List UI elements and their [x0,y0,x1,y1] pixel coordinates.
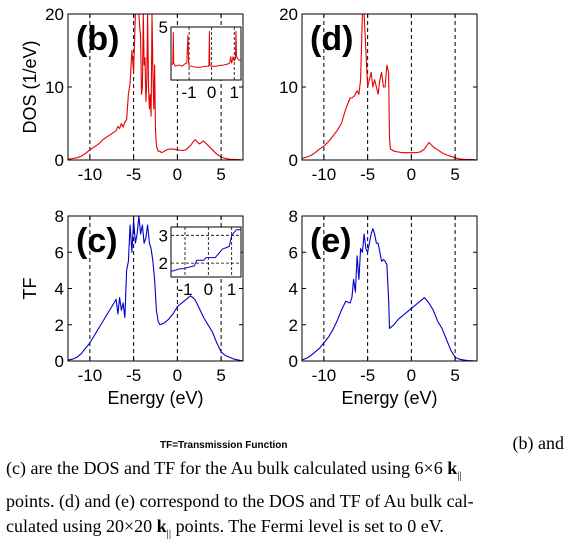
y-axis-label: DOS (1/eV) [20,40,40,133]
y-tick-label: 0 [55,151,64,170]
y-tick-label: 6 [55,243,64,262]
panel-label: (c) [76,222,118,260]
caption-line-4: culated using 20×20 k|| points. The Ferm… [6,514,564,546]
figure-caption: (b) and (c) are the DOS and TF for the A… [6,431,564,546]
caption-line-3: points. (d) and (e) correspond to the DO… [6,490,474,511]
y-tick-label: 4 [55,280,64,299]
caption-k-subscript: || [166,527,172,540]
x-tick-label: -5 [360,366,375,385]
panel-label: (b) [76,20,119,58]
series-line [68,216,243,361]
x-tick-label: -10 [78,366,103,385]
x-tick-label: -10 [312,366,337,385]
tf-note: TF=Transmission Function [160,440,288,451]
y-tick-label: 0 [289,352,298,371]
inset-x-tick-label: 0 [207,83,216,102]
y-tick-label: 0 [289,151,298,170]
series-line [68,14,243,160]
y-axis-label: TF [20,278,40,300]
inset-x-tick-label: 1 [229,83,238,102]
x-tick-label: -5 [126,366,141,385]
inset-y-tick-label: 3 [159,226,168,245]
caption-k-symbol: k [156,515,167,536]
y-tick-label: 2 [289,316,298,335]
inset-frame [170,226,242,278]
caption-line-4-tail: points. The Fermi level is set to 0 eV. [171,515,444,536]
caption-line-2: (c) are the DOS and TF for the Au bulk c… [6,456,564,489]
inset-x-tick-label: -1 [177,280,192,299]
x-tick-label: -5 [360,165,375,184]
x-tick-label: 5 [216,366,225,385]
inset-y-tick-label: 2 [159,254,168,273]
series-line [302,228,477,361]
caption-k-symbol: k [447,458,458,478]
y-tick-label: 20 [45,5,64,24]
series-line [302,14,477,160]
x-axis-label: Energy (eV) [107,388,203,408]
inset-x-tick-label: 0 [204,280,213,299]
series-group [68,14,243,160]
y-tick-label: 2 [55,316,64,335]
inset-series-line [171,30,241,68]
x-tick-label: 0 [407,165,416,184]
y-tick-label: 10 [279,78,298,97]
inset-x-tick-label: 1 [227,280,236,299]
x-tick-label: -5 [126,165,141,184]
x-tick-label: 0 [173,366,182,385]
caption-line-1: (b) and [512,433,564,453]
x-tick-label: 0 [173,165,182,184]
inset-series-group [171,30,241,68]
x-tick-label: 5 [450,366,459,385]
x-tick-label: 0 [407,366,416,385]
series-group [302,14,477,160]
panel-label: (e) [310,222,352,260]
series-group [302,228,477,361]
inset-y-tick-label: 5 [159,18,168,37]
y-tick-label: 20 [279,5,298,24]
inset-series-line [171,229,241,272]
x-tick-label: -10 [78,165,103,184]
y-tick-label: 10 [45,78,64,97]
caption-line-4-text: culated using 20×20 [6,515,157,536]
inset-frame [170,26,242,81]
panel-label: (d) [310,20,353,58]
y-tick-label: 4 [289,280,298,299]
x-tick-label: 5 [216,165,225,184]
y-tick-label: 8 [289,207,298,226]
inset-series-group [171,229,241,272]
y-tick-label: 6 [289,243,298,262]
caption-k-subscript: || [457,469,462,482]
x-axis-label: Energy (eV) [341,388,437,408]
x-tick-label: 5 [450,165,459,184]
caption-line-2-text: (c) are the DOS and TF for the Au bulk c… [6,458,448,478]
x-tick-label: -10 [312,165,337,184]
inset-x-tick-label: -1 [182,83,197,102]
y-tick-label: 8 [55,207,64,226]
series-group [68,216,243,361]
y-tick-label: 0 [55,352,64,371]
